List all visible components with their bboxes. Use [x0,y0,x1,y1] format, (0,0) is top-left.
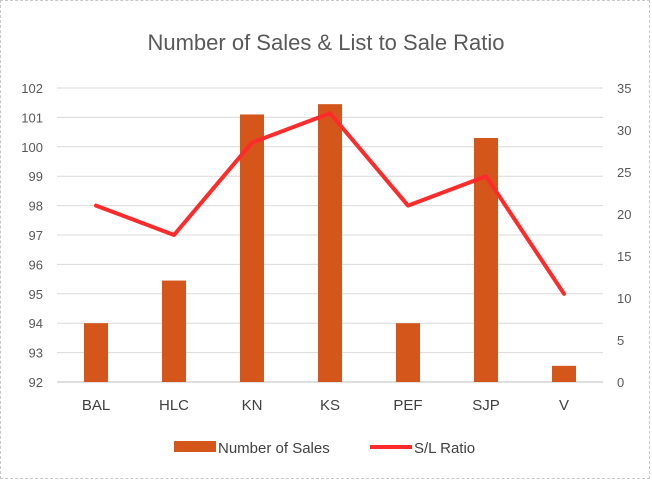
left-axis-ticks: 92 93 94 95 96 97 98 99 100 101 102 [21,81,43,390]
category-labels: BAL HLC KN KS PEF SJP V [82,397,569,414]
left-tick-label: 101 [21,110,43,125]
left-tick-label: 96 [29,257,43,272]
left-tick-label: 93 [29,346,43,361]
category-label: PEF [393,397,422,414]
line-series [94,111,566,296]
legend-label-sl-ratio: S/L Ratio [414,440,475,457]
category-label: SJP [472,397,500,414]
left-tick-label: 97 [29,228,43,243]
bar [162,280,186,382]
right-tick-label: 25 [617,165,631,180]
category-label: V [559,397,569,414]
left-tick-label: 102 [21,81,43,96]
right-tick-label: 10 [617,291,631,306]
chart-title: Number of Sales & List to Sale Ratio [147,30,504,55]
left-tick-label: 92 [29,375,43,390]
bar [84,323,108,382]
right-tick-label: 15 [617,249,631,264]
left-tick-label: 98 [29,199,43,214]
category-label: KN [242,397,263,414]
left-tick-label: 99 [29,169,43,184]
left-tick-label: 95 [29,287,43,302]
bar [240,114,264,383]
bar [396,323,420,382]
right-tick-label: 20 [617,207,631,222]
right-tick-label: 35 [617,81,631,96]
bar [318,104,342,383]
right-tick-label: 30 [617,123,631,138]
right-tick-label: 5 [617,333,624,348]
category-label: BAL [82,397,110,414]
category-label: KS [320,397,340,414]
left-tick-label: 94 [29,316,43,331]
right-axis-ticks: 0 5 10 15 20 25 30 35 [617,81,631,390]
bar-series [84,104,576,383]
left-tick-label: 100 [21,140,43,155]
sl-ratio-line [94,111,566,296]
right-tick-label: 0 [617,375,624,390]
legend: Number of Sales S/L Ratio [174,440,475,457]
bar [552,365,576,382]
legend-swatch-number-of-sales [174,441,216,452]
category-label: HLC [159,397,189,414]
legend-label-number-of-sales: Number of Sales [218,440,330,457]
